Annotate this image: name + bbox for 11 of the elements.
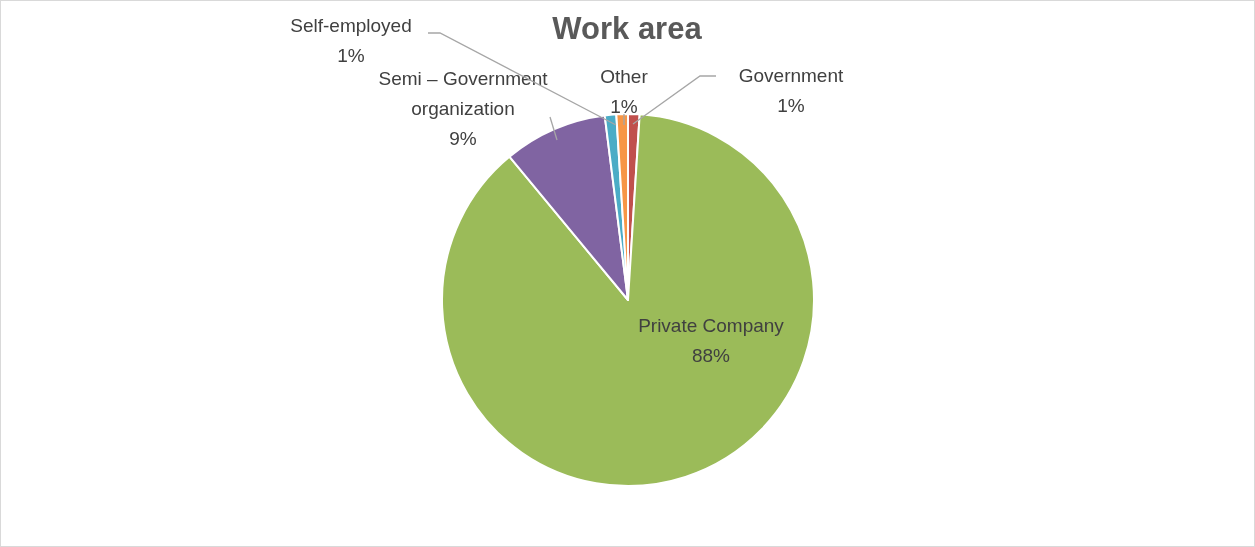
slice-label: Private Company xyxy=(638,315,785,336)
slice-label: Government xyxy=(738,65,844,86)
data-label: 88% xyxy=(691,345,731,366)
data-label: 9% xyxy=(449,128,477,149)
slice-label: Other xyxy=(600,66,649,87)
data-label: 1% xyxy=(337,45,365,66)
data-label: 1% xyxy=(610,96,638,117)
data-label: 1% xyxy=(777,95,805,116)
slice-label: Self-employed xyxy=(290,15,412,36)
slice-label: Semi – Government organization xyxy=(378,68,549,119)
chart-title: Work area xyxy=(552,11,703,46)
